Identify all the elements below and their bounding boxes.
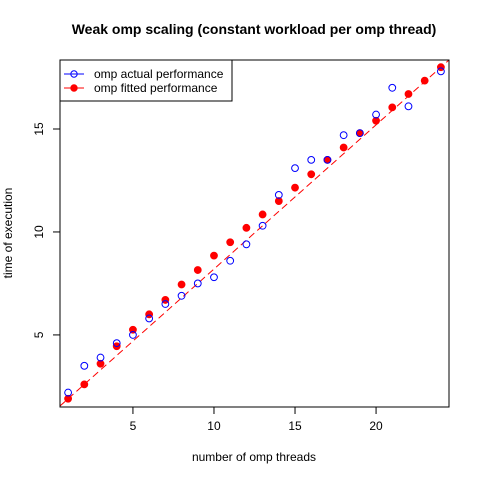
fitted-point — [81, 381, 88, 388]
fitted-point — [292, 184, 299, 191]
fitted-point — [259, 211, 266, 218]
fitted-point — [421, 77, 428, 84]
fitted-point — [308, 171, 315, 178]
y-tick-label: 5 — [32, 331, 46, 338]
x-axis-label: number of omp threads — [192, 450, 316, 464]
fitted-point — [178, 281, 185, 288]
legend-label-fitted: omp fitted performance — [94, 81, 218, 95]
legend: omp actual performance omp fitted perfor… — [60, 60, 232, 101]
fitted-point — [389, 104, 396, 111]
fitted-point — [405, 91, 412, 98]
y-tick-label: 10 — [32, 225, 46, 239]
legend-label-actual: omp actual performance — [94, 67, 224, 81]
fitted-point — [227, 239, 234, 246]
fitted-point — [211, 252, 218, 259]
y-tick-label: 15 — [32, 122, 46, 136]
x-tick-label: 10 — [207, 419, 221, 433]
fitted-point — [340, 144, 347, 151]
legend-fitted-marker — [71, 85, 77, 91]
y-axis-label: time of execution — [1, 188, 15, 279]
fitted-point — [194, 267, 201, 274]
x-tick-label: 20 — [369, 419, 383, 433]
x-tick-label: 15 — [288, 419, 302, 433]
chart-title: Weak omp scaling (constant workload per … — [72, 21, 437, 37]
fitted-point — [243, 224, 250, 231]
x-tick-label: 5 — [130, 419, 137, 433]
